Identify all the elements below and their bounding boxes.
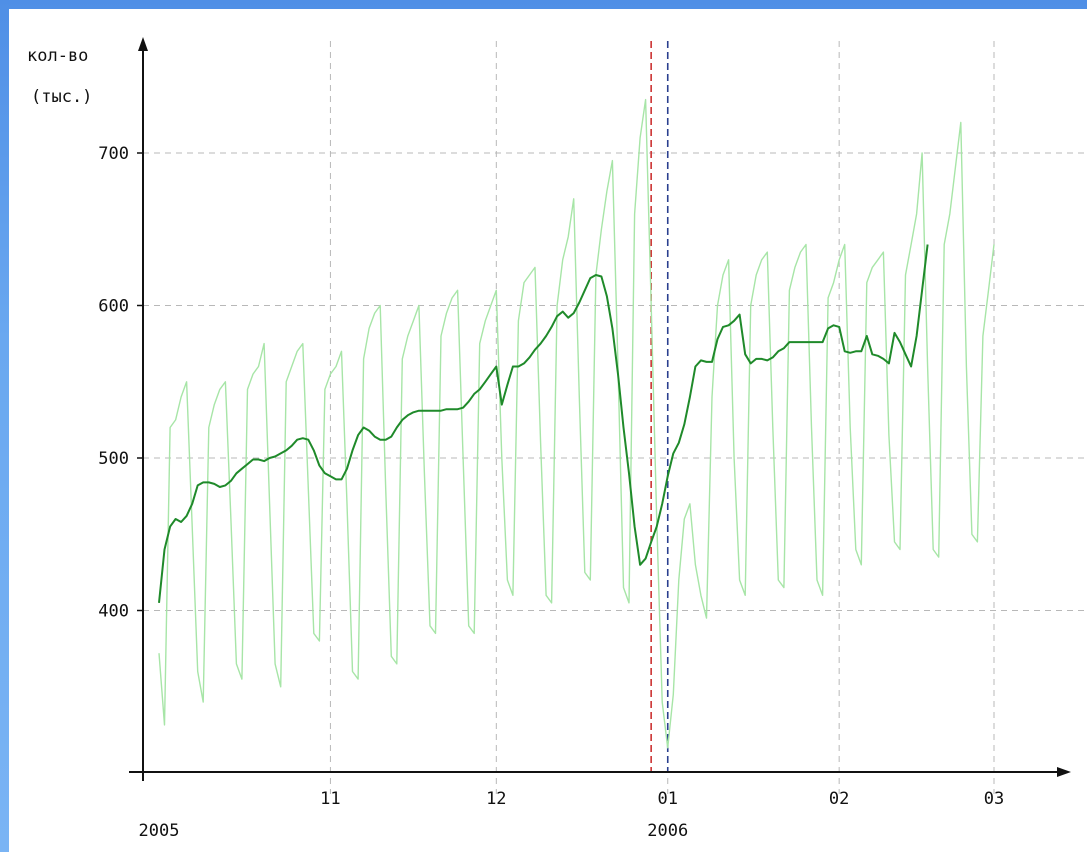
vertical-markers xyxy=(650,41,669,772)
axes xyxy=(129,37,1071,781)
y-tick-label: 600 xyxy=(98,297,129,317)
y-axis-title-line2: (тыс.) xyxy=(31,87,92,107)
x-tick-label: 03 xyxy=(984,789,1004,809)
x-axis-arrow xyxy=(1057,767,1071,777)
series-line-daily xyxy=(158,98,995,749)
y-tick-label: 400 xyxy=(98,602,129,622)
chart-panel: кол-во (тыс.) 400 500 600 700 11 12 01 02 03 2005… xyxy=(9,9,1087,852)
line-chart: кол-во (тыс.) 400 500 600 700 11 12 01 02 03 2005… xyxy=(27,37,1084,841)
grid xyxy=(143,41,1084,794)
x-tick-label: 12 xyxy=(486,789,506,809)
x-year-label: 2005 xyxy=(139,821,180,841)
series-line-smoothed xyxy=(158,244,929,604)
series-layer xyxy=(158,98,995,749)
y-tick-label: 500 xyxy=(98,449,129,469)
x-tick-label: 11 xyxy=(320,789,340,809)
x-year-label: 2006 xyxy=(647,821,688,841)
y-axis-title-line1: кол-во xyxy=(27,46,88,66)
y-axis-arrow xyxy=(138,37,148,51)
x-tick-label: 01 xyxy=(657,789,677,809)
axis-labels: кол-во (тыс.) 400 500 600 700 11 12 01 02 03 2005… xyxy=(27,46,1004,841)
x-tick-label: 02 xyxy=(829,789,849,809)
y-tick-label: 700 xyxy=(98,144,129,164)
